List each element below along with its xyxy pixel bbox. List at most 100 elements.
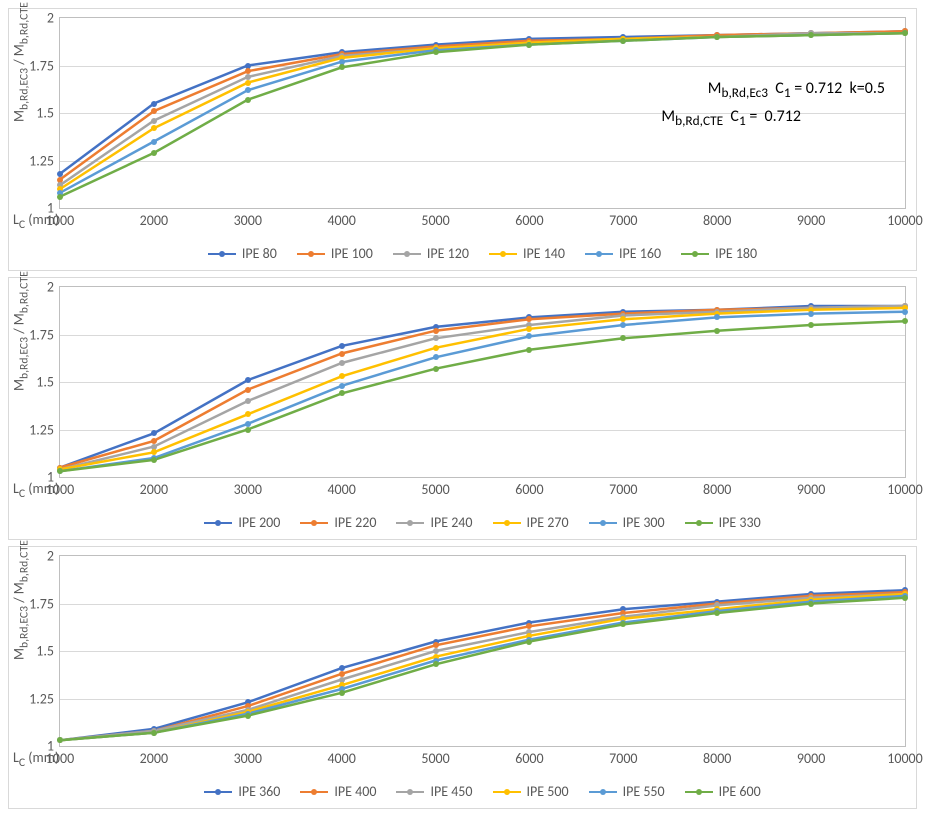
chart-panel-1: Mb,Rd,EC3 / Mb,Rd,CTE11.251.51.752100020…: [8, 8, 917, 271]
series-svg: [60, 556, 905, 746]
legend-item-IPE-120: IPE 120: [393, 245, 469, 262]
legend-item-IPE-180: IPE 180: [681, 245, 757, 262]
series-marker: [902, 318, 908, 324]
series-marker: [808, 601, 814, 607]
series-marker: [245, 74, 251, 80]
x-tick-label: 3000: [234, 481, 262, 498]
series-marker: [902, 309, 908, 315]
series-marker: [151, 139, 157, 145]
legend-label: IPE 500: [527, 783, 569, 800]
series-marker: [902, 595, 908, 601]
x-tick-label: 9000: [797, 212, 825, 229]
legend-label: IPE 300: [623, 514, 665, 531]
legend-item-IPE-220: IPE 220: [300, 514, 376, 531]
x-tick-label: 6000: [515, 481, 543, 498]
series-line-IPE-220: [60, 306, 905, 468]
series-marker: [433, 345, 439, 351]
x-tick-label: 2000: [140, 750, 168, 767]
series-marker: [339, 360, 345, 366]
plot-area: 11.251.51.752100020003000400050006000700…: [59, 17, 906, 209]
series-marker: [245, 421, 251, 427]
legend-label: IPE 140: [523, 245, 565, 262]
series-marker: [57, 194, 63, 200]
series-marker: [902, 30, 908, 36]
series-marker: [433, 354, 439, 360]
legend-swatch-icon: [396, 518, 424, 528]
series-line-IPE-400: [60, 592, 905, 740]
y-axis-label: Mb,Rd,EC3 / Mb,Rd,CTE: [11, 371, 32, 391]
series-marker: [151, 438, 157, 444]
x-tick-label: 4000: [327, 750, 355, 767]
series-marker: [57, 171, 63, 177]
series-marker: [808, 311, 814, 317]
legend-item-IPE-100: IPE 100: [297, 245, 373, 262]
y-tick-label: 2: [47, 548, 54, 565]
series-marker: [245, 97, 251, 103]
x-tick-label: 3000: [234, 750, 262, 767]
legend-item-IPE-400: IPE 400: [300, 783, 376, 800]
y-tick-label: 1.75: [29, 57, 54, 74]
legend-item-IPE-500: IPE 500: [493, 783, 569, 800]
legend-swatch-icon: [204, 518, 232, 528]
series-marker: [151, 457, 157, 463]
x-tick-label: 6000: [515, 750, 543, 767]
series-marker: [433, 366, 439, 372]
legend-item-IPE-240: IPE 240: [396, 514, 472, 531]
y-tick-label: 1.75: [29, 595, 54, 612]
legend-swatch-icon: [204, 787, 232, 797]
legend-item-IPE-450: IPE 450: [396, 783, 472, 800]
series-marker: [339, 343, 345, 349]
series-marker: [339, 373, 345, 379]
x-tick-label: 4000: [327, 212, 355, 229]
x-axis-label: LC (mm): [13, 211, 59, 232]
legend-label: IPE 400: [334, 783, 376, 800]
y-tick-label: 2: [47, 10, 54, 27]
legend-item-IPE-600: IPE 600: [685, 783, 761, 800]
plot-area: 11.251.51.752100020003000400050006000700…: [59, 286, 906, 478]
legend-swatch-icon: [589, 518, 617, 528]
legend-swatch-icon: [297, 249, 325, 259]
series-marker: [245, 80, 251, 86]
series-line-IPE-80: [60, 31, 905, 174]
series-marker: [433, 661, 439, 667]
legend-label: IPE 330: [719, 514, 761, 531]
x-tick-label: 2000: [140, 481, 168, 498]
y-tick-label: 1.25: [29, 152, 54, 169]
legend-label: IPE 360: [238, 783, 280, 800]
chart-panel-3: Mb,Rd,EC3 / Mb,Rd,CTE11.251.51.752100020…: [8, 546, 917, 809]
legend-swatch-icon: [585, 249, 613, 259]
legend-item-IPE-270: IPE 270: [493, 514, 569, 531]
x-tick-label: 7000: [609, 212, 637, 229]
annotation-line-2: Mb,Rd,CTE C1 = 0.712: [661, 107, 801, 129]
series-marker: [245, 427, 251, 433]
legend-swatch-icon: [685, 518, 713, 528]
legend: IPE 200 IPE 220 IPE 240 IPE 270 IPE 300 IPE 3…: [9, 508, 916, 539]
series-marker: [245, 713, 251, 719]
legend-label: IPE 550: [623, 783, 665, 800]
x-tick-label: 6000: [515, 212, 543, 229]
x-tick-label: 7000: [609, 750, 637, 767]
series-marker: [339, 351, 345, 357]
legend-item-IPE-330: IPE 330: [685, 514, 761, 531]
x-tick-label: 10000: [887, 212, 922, 229]
series-line-IPE-200: [60, 306, 905, 468]
series-marker: [245, 387, 251, 393]
chart-panel-2: Mb,Rd,EC3 / Mb,Rd,CTE 11.251.51.752100020…: [8, 277, 917, 540]
x-tick-label: 2000: [140, 212, 168, 229]
legend-item-IPE-200: IPE 200: [204, 514, 280, 531]
x-axis-label: LC (mm): [13, 749, 59, 770]
x-tick-label: 10000: [887, 750, 922, 767]
legend-swatch-icon: [396, 787, 424, 797]
series-marker: [151, 730, 157, 736]
legend-swatch-icon: [681, 249, 709, 259]
y-tick-label: 1.25: [29, 421, 54, 438]
x-tick-label: 5000: [421, 212, 449, 229]
legend-label: IPE 160: [619, 245, 661, 262]
series-marker: [433, 328, 439, 334]
series-marker: [433, 49, 439, 55]
series-line-IPE-300: [60, 312, 905, 472]
series-line-IPE-360: [60, 590, 905, 740]
legend-item-IPE-360: IPE 360: [204, 783, 280, 800]
legend-item-IPE-80: IPE 80: [208, 245, 277, 262]
series-marker: [245, 377, 251, 383]
